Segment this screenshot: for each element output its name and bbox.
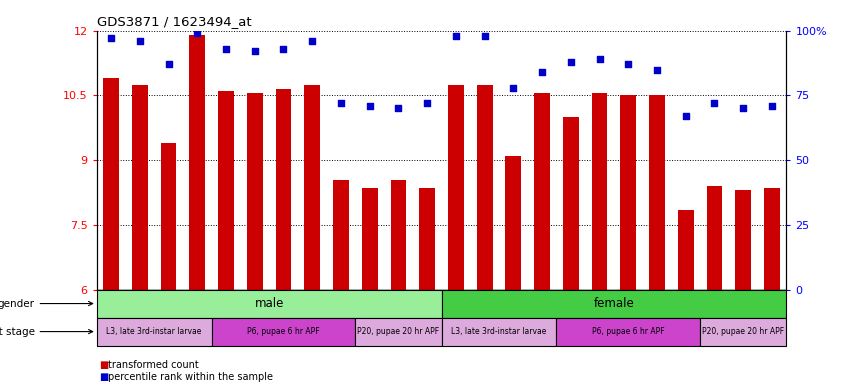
Text: female: female	[594, 297, 634, 310]
Bar	[161, 143, 177, 290]
Text: ■: ■	[99, 372, 108, 382]
Bar	[218, 91, 234, 290]
Point	[478, 33, 491, 39]
Point	[564, 59, 578, 65]
Bar	[706, 186, 722, 290]
Text: P6, pupae 6 hr APF: P6, pupae 6 hr APF	[592, 327, 664, 336]
Bar	[390, 180, 406, 290]
Bar	[534, 93, 550, 290]
Bar	[212, 318, 355, 346]
Point	[593, 56, 606, 62]
Point	[104, 35, 118, 41]
Point	[363, 103, 377, 109]
Point	[621, 61, 635, 68]
Bar	[678, 210, 694, 290]
Text: male: male	[255, 297, 283, 310]
Bar	[362, 188, 378, 290]
Bar	[621, 95, 636, 290]
Bar	[592, 93, 607, 290]
Text: gender: gender	[0, 298, 93, 309]
Bar	[304, 84, 320, 290]
Bar	[764, 188, 780, 290]
Bar	[355, 318, 442, 346]
Point	[220, 46, 233, 52]
Bar	[649, 95, 665, 290]
Point	[650, 66, 664, 73]
Text: P20, pupae 20 hr APF: P20, pupae 20 hr APF	[702, 327, 785, 336]
Bar	[276, 89, 291, 290]
Bar	[505, 156, 521, 290]
Bar	[103, 78, 119, 290]
Point	[277, 46, 290, 52]
Bar	[333, 180, 349, 290]
Bar	[420, 188, 435, 290]
Text: GDS3871 / 1623494_at: GDS3871 / 1623494_at	[97, 15, 251, 28]
Point	[420, 100, 434, 106]
Text: P20, pupae 20 hr APF: P20, pupae 20 hr APF	[357, 327, 440, 336]
Point	[737, 105, 750, 111]
Point	[305, 38, 319, 44]
Bar	[97, 318, 212, 346]
Bar	[442, 290, 786, 318]
Text: development stage: development stage	[0, 326, 93, 337]
Point	[506, 84, 520, 91]
Text: L3, late 3rd-instar larvae: L3, late 3rd-instar larvae	[107, 327, 202, 336]
Bar	[448, 84, 463, 290]
Bar	[477, 84, 493, 290]
Bar	[189, 35, 205, 290]
Bar	[97, 290, 442, 318]
Point	[536, 69, 549, 75]
Bar	[557, 318, 700, 346]
Point	[449, 33, 463, 39]
Point	[679, 113, 692, 119]
Point	[248, 48, 262, 55]
Point	[161, 61, 175, 68]
Bar	[132, 84, 148, 290]
Text: ■: ■	[99, 360, 108, 370]
Bar	[563, 117, 579, 290]
Point	[133, 38, 146, 44]
Point	[392, 105, 405, 111]
Text: L3, late 3rd-instar larvae: L3, late 3rd-instar larvae	[452, 327, 547, 336]
Bar	[700, 318, 786, 346]
Bar	[442, 318, 557, 346]
Point	[334, 100, 347, 106]
Bar	[247, 93, 262, 290]
Point	[765, 103, 779, 109]
Point	[708, 100, 722, 106]
Bar	[735, 190, 751, 290]
Point	[191, 30, 204, 36]
Text: P6, pupae 6 hr APF: P6, pupae 6 hr APF	[247, 327, 320, 336]
Text: percentile rank within the sample: percentile rank within the sample	[108, 372, 272, 382]
Text: transformed count: transformed count	[108, 360, 198, 370]
